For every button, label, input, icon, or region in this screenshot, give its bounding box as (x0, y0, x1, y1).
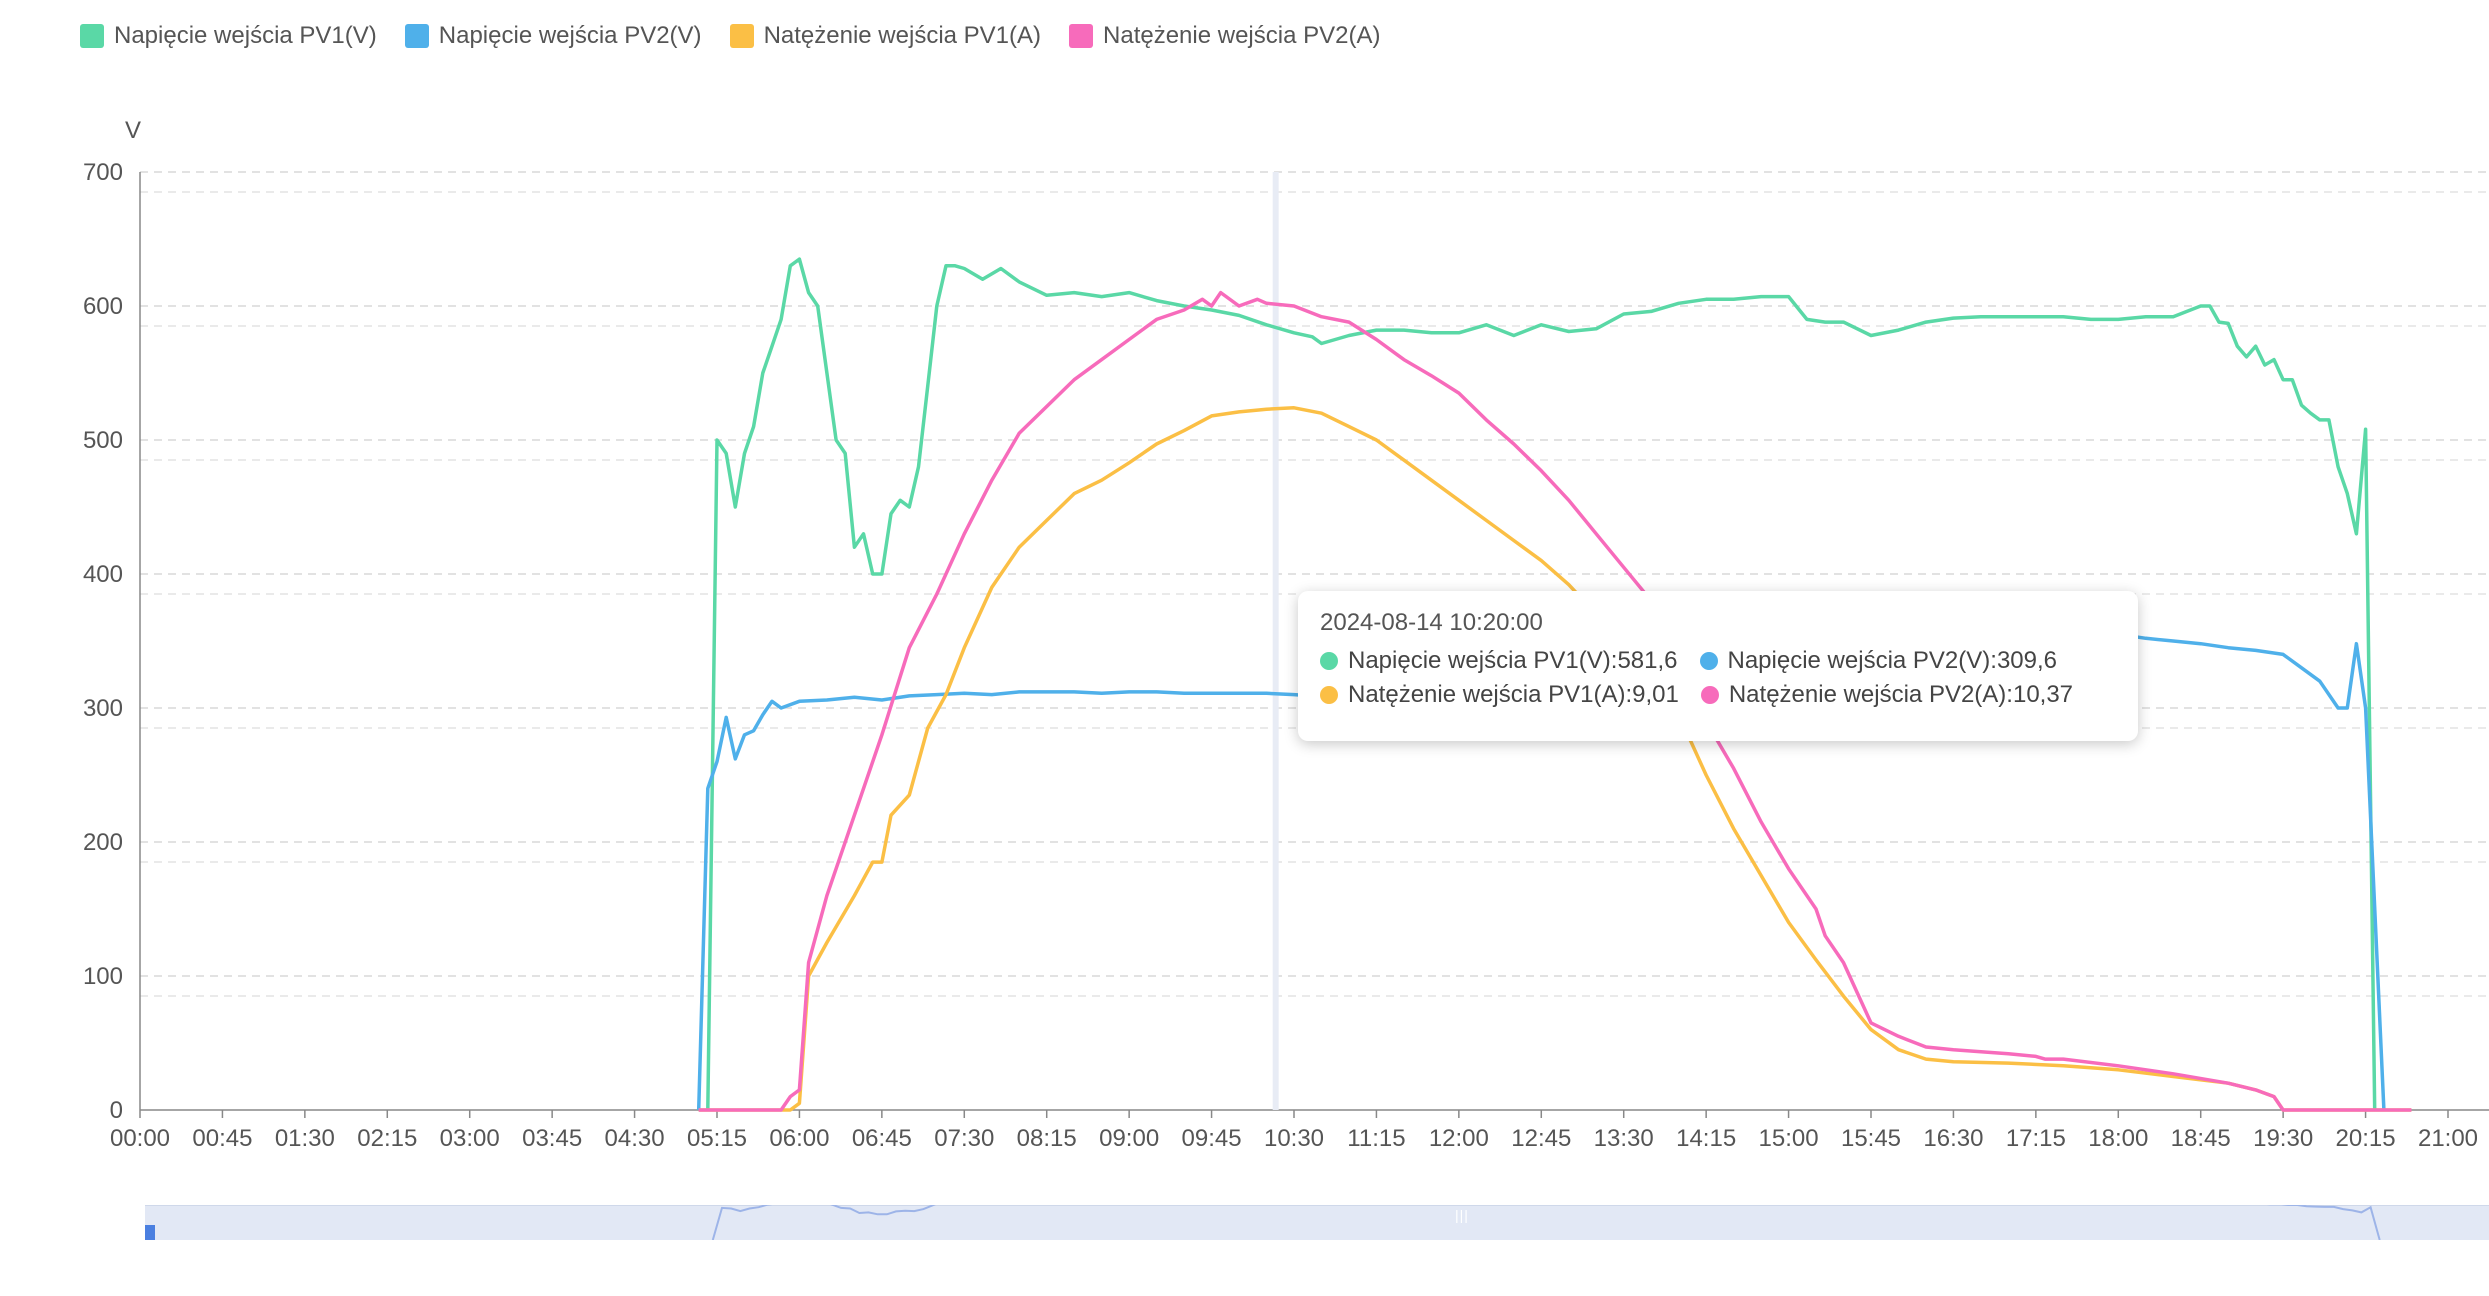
tooltip-row: Napięcie wejścia PV1(V):581,6 Napięcie w… (1320, 647, 2116, 675)
x-tick-label: 04:30 (605, 1125, 665, 1152)
y-tick-label: 400 (83, 561, 123, 588)
legend-item[interactable]: Napięcie wejścia PV2(V) (404, 22, 702, 50)
x-tick-label: 02:15 (357, 1125, 417, 1152)
y-tick-label: 600 (83, 293, 123, 320)
y-tick-label: 0 (110, 1097, 123, 1124)
x-tick-label: 15:00 (1759, 1125, 1819, 1152)
legend-item[interactable]: Natężenie wejścia PV1(A) (729, 22, 1042, 50)
x-tick-label: 06:00 (769, 1125, 829, 1152)
tooltip-label: Natężenie wejścia PV2(A):10,37 (1728, 681, 2074, 708)
tooltip-label: Napięcie wejścia PV1(V):581,6 (1348, 647, 1678, 674)
tooltip-dot (1699, 652, 1718, 670)
y-tick-label: 300 (83, 695, 123, 722)
x-tick-label: 00:45 (192, 1125, 252, 1152)
tooltip-time: 2024-08-14 10:20:00 (1320, 609, 1543, 636)
legend-swatch (1069, 24, 1094, 48)
x-tick-label: 09:00 (1099, 1125, 1159, 1152)
legend-label: Natężenie wejścia PV2(A) (1103, 22, 1381, 49)
x-tick-label: 09:45 (1182, 1125, 1242, 1152)
y-tick-label: 500 (83, 427, 123, 454)
x-tick-label: 08:15 (1017, 1125, 1077, 1152)
x-tick-label: 00:00 (110, 1125, 170, 1152)
x-tick-labels: 00:00 00:45 01:30 02:15 03:00 03:45 04:30 05:15… (110, 1110, 2478, 1152)
data-zoom-preview (711, 1205, 2381, 1240)
x-tick-label: 20:15 (2336, 1125, 2396, 1152)
x-tick-label: 18:00 (2088, 1125, 2148, 1152)
legend-label: Napięcie wejścia PV1(V) (114, 22, 377, 49)
y-tick-label: 200 (83, 829, 123, 856)
legend-swatch (80, 24, 104, 48)
data-zoom-grip-icon[interactable]: ||| (1455, 1207, 1469, 1223)
series-lines (696, 257, 2412, 1112)
tooltip-entry-pv1-current: Natężenie wejścia PV1(A):9,01 (1320, 681, 1679, 709)
legend-swatch (404, 24, 429, 48)
tooltip-entry-pv1-voltage: Napięcie wejścia PV1(V):581,6 (1320, 647, 1678, 675)
x-tick-label: 01:30 (275, 1125, 335, 1152)
x-tick-label: 16:30 (1923, 1125, 1983, 1152)
x-tick-label: 07:30 (934, 1125, 994, 1152)
tooltip-label: Napięcie wejścia PV2(V):309,6 (1727, 647, 2058, 674)
x-tick-label: 13:30 (1594, 1125, 1654, 1152)
tooltip-row: Natężenie wejścia PV1(A):9,01 Natężenie … (1320, 681, 2116, 709)
legend-item[interactable]: Natężenie wejścia PV2(A) (1069, 22, 1380, 50)
x-tick-label: 05:15 (687, 1125, 747, 1152)
series-line-1 (706, 257, 2377, 1111)
data-zoom-track[interactable] (145, 1205, 2489, 1240)
data-zoom-slider[interactable]: ||| (145, 1205, 2489, 1240)
axes: V (125, 117, 2489, 1111)
legend-label: Napięcie wejścia PV2(V) (438, 22, 702, 49)
x-tick-label: 10:30 (1264, 1125, 1324, 1152)
y-tick-label: 700 (83, 159, 123, 186)
x-tick-label: 03:00 (440, 1125, 500, 1152)
x-tick-label: 19:30 (2253, 1125, 2313, 1152)
x-tick-label: 12:00 (1429, 1125, 1489, 1152)
x-tick-label: 14:15 (1676, 1125, 1736, 1152)
grid-lines (140, 171, 2489, 997)
legend-label: Natężenie wejścia PV1(A) (763, 22, 1042, 49)
x-tick-label: 03:45 (522, 1125, 582, 1152)
x-tick-label: 06:45 (852, 1125, 912, 1152)
legend-item[interactable]: Napięcie wejścia PV1(V) (80, 22, 377, 50)
series-line-3 (698, 406, 2412, 1112)
tooltip-entry-pv2-voltage: Napięcie wejścia PV2(V):309,6 (1699, 647, 2058, 675)
tooltip-dot (1320, 686, 1338, 704)
tooltip-dot (1700, 686, 1719, 704)
series-line-4 (698, 290, 2412, 1112)
tooltip: 2024-08-14 10:20:00 Napięcie wejścia PV1… (1298, 591, 2138, 741)
tooltip-entry-pv2-current: Natężenie wejścia PV2(A):10,37 (1700, 681, 2074, 709)
y-tick-label: 100 (83, 963, 123, 990)
data-zoom-preview-line (711, 1205, 2381, 1240)
data-zoom-left-handle[interactable] (145, 1225, 155, 1240)
line-chart: V 0 100 200 300 400 500 600 700 00:00 00:45 01:30… (83, 117, 2489, 1152)
y-axis-label: V (125, 117, 141, 144)
x-tick-label: 17:15 (2006, 1125, 2066, 1152)
legend-swatch (729, 24, 754, 48)
x-tick-label: 18:45 (2171, 1125, 2231, 1152)
x-tick-label: 11:15 (1347, 1125, 1405, 1152)
series-line-2 (696, 632, 2386, 1111)
x-tick-label: 21:00 (2418, 1125, 2478, 1152)
tooltip-label: Natężenie wejścia PV1(A):9,01 (1348, 681, 1679, 708)
x-tick-label: 12:45 (1511, 1125, 1571, 1152)
chart-legend: Napięcie wejścia PV1(V) Napięcie wejścia … (80, 22, 1380, 50)
y-tick-labels: 0 100 200 300 400 500 600 700 (83, 159, 123, 1124)
x-tick-label: 15:45 (1841, 1125, 1901, 1152)
tooltip-dot (1320, 652, 1338, 670)
